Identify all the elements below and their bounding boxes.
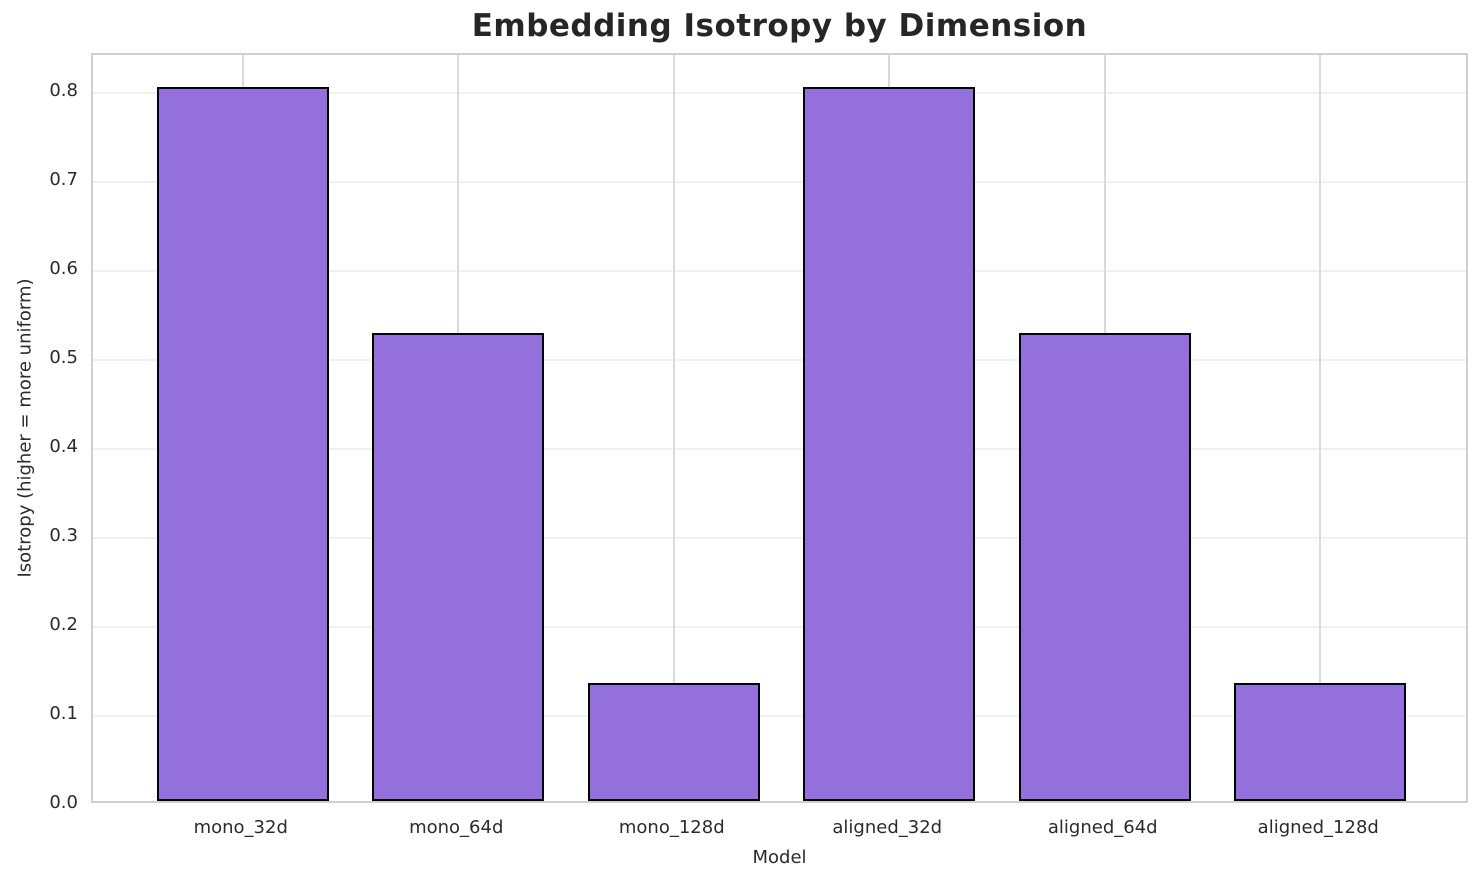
y-tick-label: 0.6 <box>49 258 78 280</box>
bar-mono_32d <box>156 87 329 801</box>
y-tick-label: 0.7 <box>49 169 78 191</box>
x-tick-label-aligned_32d: aligned_32d <box>832 817 943 838</box>
vertical-gridline <box>672 55 675 801</box>
horizontal-gridline <box>93 715 1466 718</box>
y-axis-label: Isotropy (higher = more uniform) <box>14 278 36 578</box>
bar-aligned_32d <box>803 87 976 801</box>
horizontal-gridline <box>93 448 1466 451</box>
horizontal-gridline <box>93 626 1466 629</box>
x-tick-label-mono_32d: mono_32d <box>193 817 288 838</box>
y-tick-label: 0.8 <box>49 80 78 102</box>
plot-area <box>91 53 1468 803</box>
x-axis-label: Model <box>752 847 807 868</box>
x-tick-label-mono_128d: mono_128d <box>618 817 725 838</box>
horizontal-gridline <box>93 181 1466 184</box>
y-tick-label: 0.3 <box>49 525 78 547</box>
bar-aligned_128d <box>1234 683 1407 801</box>
bar-mono_64d <box>372 333 545 801</box>
y-tick-label: 0.4 <box>49 436 78 458</box>
y-tick-label: 0.5 <box>49 347 78 369</box>
x-tick-label-aligned_64d: aligned_64d <box>1047 817 1158 838</box>
chart-title: Embedding Isotropy by Dimension <box>471 8 1088 44</box>
y-tick-label: 0.2 <box>49 614 78 636</box>
vertical-gridline <box>1319 55 1322 801</box>
bar-mono_128d <box>587 683 760 801</box>
horizontal-gridline <box>93 270 1466 273</box>
y-tick-label: 0.0 <box>49 792 78 813</box>
horizontal-gridline <box>93 92 1466 95</box>
horizontal-gridline <box>93 537 1466 540</box>
bar-aligned_64d <box>1018 333 1191 801</box>
y-tick-label: 0.1 <box>49 703 78 725</box>
horizontal-gridline <box>93 359 1466 362</box>
x-tick-label-mono_64d: mono_64d <box>409 817 504 838</box>
x-tick-label-aligned_128d: aligned_128d <box>1257 817 1379 838</box>
